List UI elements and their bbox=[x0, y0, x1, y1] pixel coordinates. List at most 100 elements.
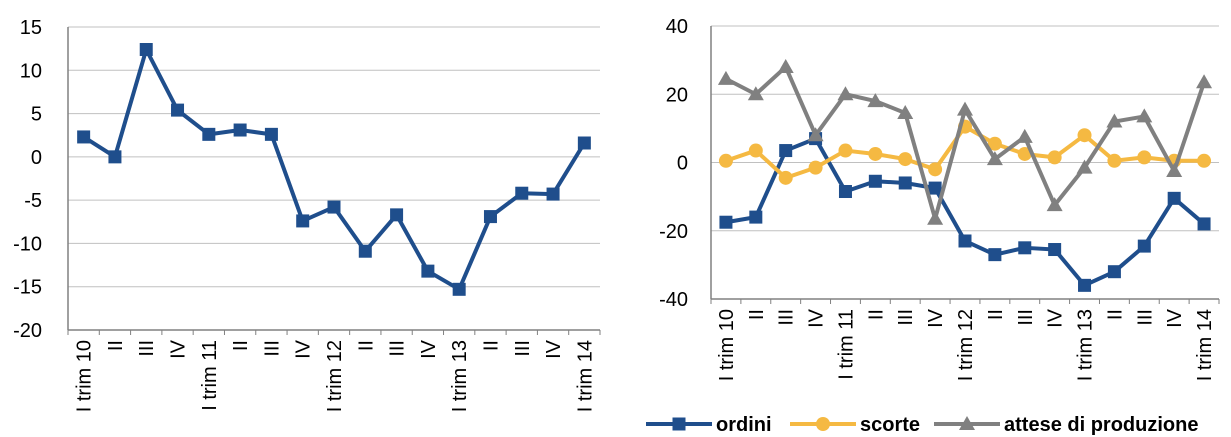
data-point-scorte bbox=[868, 146, 883, 161]
data-point-attese bbox=[1016, 128, 1033, 143]
data-point-attese bbox=[837, 86, 854, 101]
data-point-attese bbox=[927, 210, 944, 225]
data-point-ordini bbox=[719, 215, 733, 229]
series-scorte bbox=[718, 119, 1212, 185]
x-tick-label: III bbox=[136, 340, 158, 357]
y-tick-label: -15 bbox=[13, 277, 42, 299]
data-point-ordini bbox=[1018, 241, 1032, 255]
series-line-scorte bbox=[725, 124, 1205, 180]
data-point-attese bbox=[717, 70, 734, 85]
data-point-ordini bbox=[296, 214, 310, 228]
x-tick-label: III bbox=[1015, 309, 1037, 326]
x-tick-label: III bbox=[895, 309, 917, 326]
x-tick-label: IV bbox=[168, 339, 190, 359]
x-tick-label: I trim 13 bbox=[449, 340, 471, 412]
data-point-scorte bbox=[748, 143, 763, 158]
data-point-scorte bbox=[987, 136, 1002, 151]
data-point-ordini bbox=[233, 123, 247, 137]
data-point-attese bbox=[1076, 159, 1093, 174]
x-tick-label: IV bbox=[293, 339, 315, 359]
data-point-ordini bbox=[108, 150, 122, 164]
legend-marker-ordini bbox=[672, 417, 686, 431]
data-point-attese bbox=[807, 127, 824, 142]
data-point-ordini bbox=[327, 200, 341, 214]
y-tick-label: -20 bbox=[13, 320, 42, 342]
data-point-scorte bbox=[1017, 146, 1032, 161]
x-tick-label: III bbox=[261, 340, 283, 357]
x-tick-label: II bbox=[865, 309, 887, 320]
x-tick-label: IV bbox=[543, 339, 565, 359]
x-tick-label: I trim 12 bbox=[955, 309, 977, 381]
x-tick-label: I trim 10 bbox=[716, 309, 738, 381]
data-point-scorte bbox=[1137, 150, 1152, 165]
legend-label-scorte: scorte bbox=[860, 414, 920, 436]
data-point-ordini bbox=[77, 130, 91, 144]
y-tick-label: 0 bbox=[31, 147, 42, 169]
data-point-ordini bbox=[577, 136, 591, 150]
x-tick-label: I trim 11 bbox=[835, 309, 857, 380]
legend-label-attese: attese di produzione bbox=[1004, 414, 1198, 436]
x-tick-label: I trim 11 bbox=[199, 340, 221, 411]
series-ordini bbox=[719, 132, 1211, 292]
data-point-scorte bbox=[1197, 153, 1212, 168]
legend-item-ordini: ordini bbox=[646, 414, 772, 436]
data-point-ordini bbox=[139, 43, 153, 57]
data-point-attese bbox=[747, 86, 764, 101]
series-line-ordini bbox=[82, 47, 587, 292]
x-tick-label: II bbox=[746, 309, 768, 320]
y-tick-label: -5 bbox=[24, 190, 42, 212]
data-point-attese bbox=[897, 105, 914, 120]
y-tick-label: 0 bbox=[677, 153, 688, 175]
x-tick-label: I trim 10 bbox=[74, 340, 96, 412]
x-tick-label: IV bbox=[1164, 308, 1186, 328]
data-point-ordini bbox=[421, 264, 435, 278]
data-point-scorte bbox=[1047, 150, 1062, 165]
data-point-ordini bbox=[838, 185, 852, 199]
x-tick-label: II bbox=[230, 340, 252, 351]
data-point-scorte bbox=[808, 160, 823, 175]
x-tick-label: III bbox=[776, 309, 798, 326]
legend-item-attese: attese di produzione bbox=[934, 414, 1198, 436]
data-point-ordini bbox=[390, 208, 404, 222]
data-point-ordini bbox=[452, 282, 466, 296]
x-tick-label: IV bbox=[418, 339, 440, 359]
x-tick-label: II bbox=[355, 340, 377, 351]
data-point-ordini bbox=[1107, 265, 1121, 279]
x-tick-label: I trim 13 bbox=[1075, 309, 1097, 381]
x-tick-label: IV bbox=[1045, 308, 1067, 328]
data-point-scorte bbox=[838, 143, 853, 158]
y-tick-label: 20 bbox=[666, 84, 688, 106]
legend-item-scorte: scorte bbox=[790, 414, 920, 436]
x-tick-label: II bbox=[480, 340, 502, 351]
series-ordini bbox=[77, 43, 591, 296]
x-tick-label: IV bbox=[925, 308, 947, 328]
data-point-ordini bbox=[171, 103, 185, 117]
data-point-scorte bbox=[1077, 128, 1092, 143]
data-point-attese bbox=[957, 101, 973, 116]
data-point-attese bbox=[1106, 113, 1123, 128]
x-tick-label: II bbox=[1104, 309, 1126, 320]
data-point-ordini bbox=[988, 248, 1002, 262]
data-point-ordini bbox=[898, 176, 912, 190]
data-point-attese bbox=[867, 93, 884, 108]
data-point-ordini bbox=[928, 181, 942, 195]
x-tick-label: I trim 12 bbox=[324, 340, 346, 412]
data-point-attese bbox=[1166, 163, 1183, 178]
data-point-ordini bbox=[358, 244, 372, 258]
data-point-ordini bbox=[1167, 191, 1181, 205]
x-tick-label: III bbox=[1134, 309, 1156, 326]
data-point-scorte bbox=[1107, 153, 1122, 168]
series-attese bbox=[717, 58, 1213, 225]
data-point-ordini bbox=[1197, 217, 1211, 231]
data-point-ordini bbox=[1137, 239, 1151, 253]
legend-label-ordini: ordini bbox=[716, 414, 772, 436]
data-point-attese bbox=[777, 58, 794, 73]
data-point-scorte bbox=[898, 152, 913, 167]
x-tick-label: IV bbox=[806, 308, 828, 328]
data-point-ordini bbox=[202, 127, 216, 141]
data-point-ordini bbox=[264, 127, 278, 141]
data-point-ordini bbox=[779, 144, 793, 158]
